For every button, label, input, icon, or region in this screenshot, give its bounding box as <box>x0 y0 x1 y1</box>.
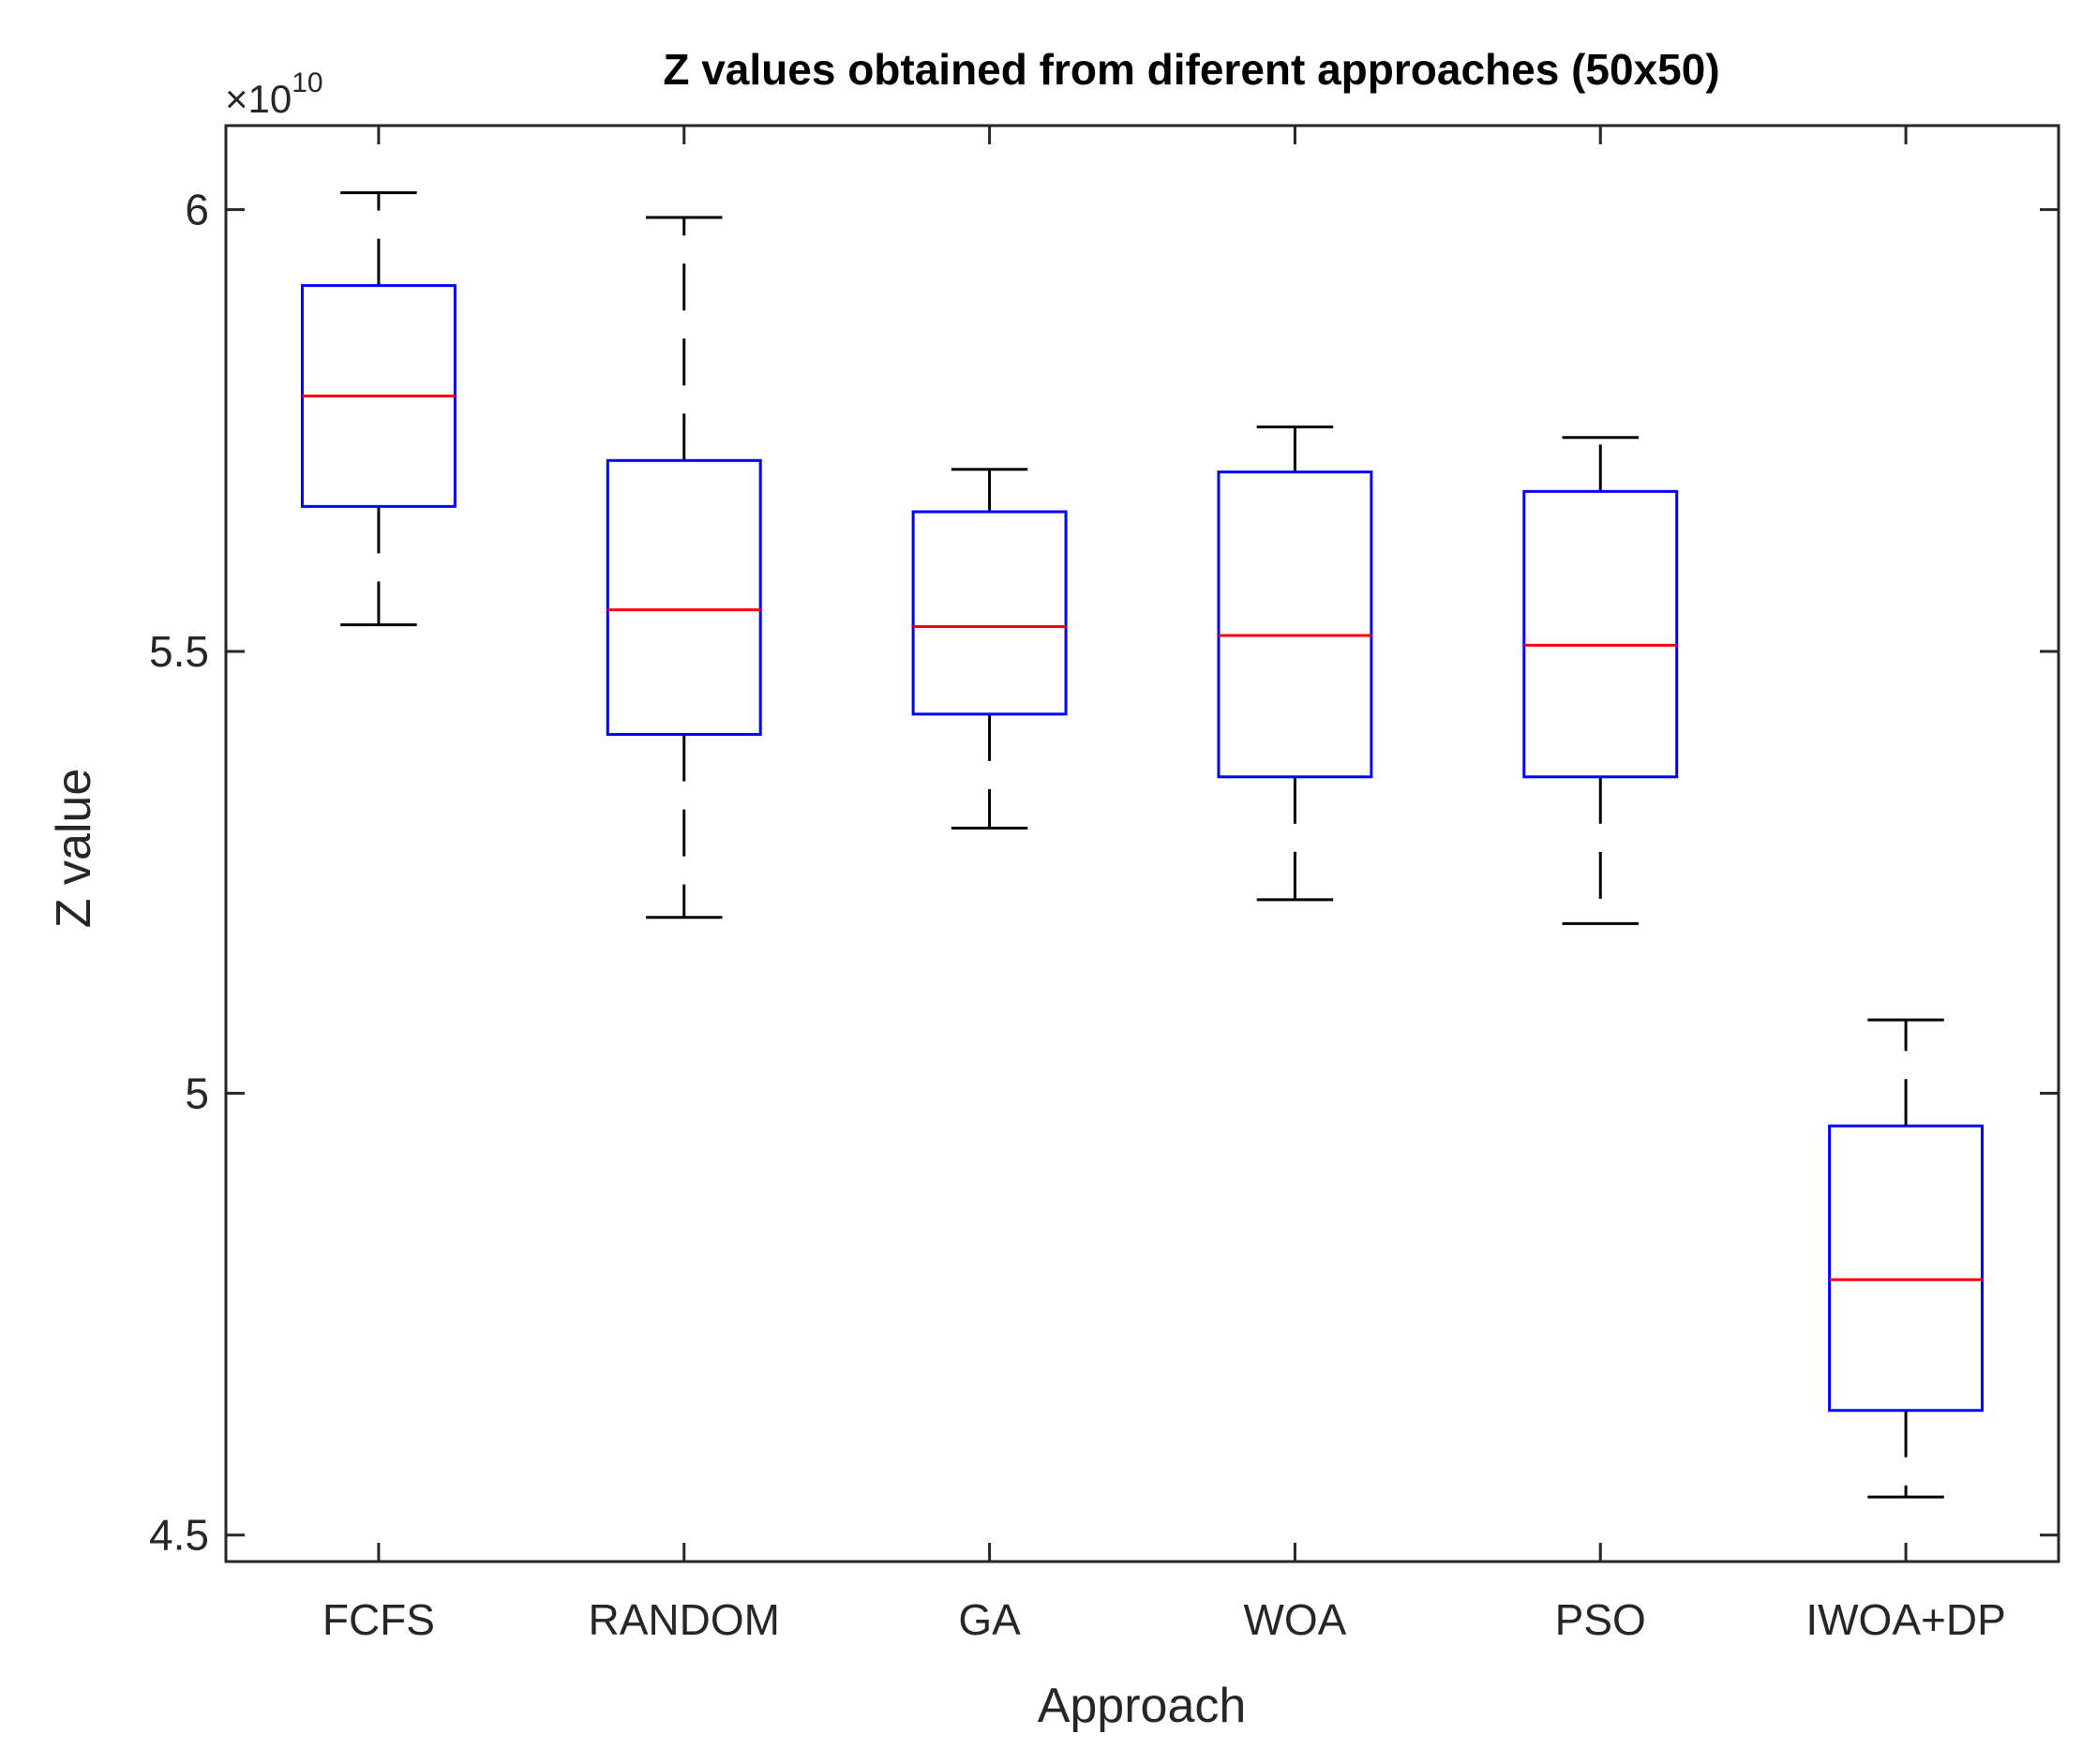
box-random <box>606 216 762 919</box>
y-axis: 4.5 5 5.5 6 <box>149 186 2059 1560</box>
x-axis-label: Approach <box>1038 1679 1247 1733</box>
box-woa <box>1217 425 1373 902</box>
x-tick-label: WOA <box>1243 1595 1346 1644</box>
x-axis: FCFS RANDOM GA WOA PSO IWOA+DP <box>322 126 2006 1644</box>
box-iwoa-dp <box>1828 1018 1985 1499</box>
axes-frame <box>224 124 2060 1563</box>
y-tick-label: 6 <box>185 186 209 234</box>
y-axis-label: Z value <box>47 769 101 929</box>
x-tick-label: GA <box>958 1595 1021 1644</box>
box-pso <box>1522 436 1679 925</box>
chart-title: Z values obtained from diferent approach… <box>663 45 1719 94</box>
iqr-box-pso <box>1522 489 1679 779</box>
iqr-box-random <box>606 458 762 737</box>
iqr-box-iwoa-dp <box>1828 1124 1985 1413</box>
y-exponent-label: ×1010 <box>225 67 323 121</box>
x-tick-label: PSO <box>1555 1595 1646 1644</box>
y-exponent-base: ×10 <box>225 77 292 121</box>
plot-area <box>300 191 1985 1499</box>
y-exponent-power: 10 <box>292 67 322 98</box>
x-tick-label: RANDOM <box>589 1595 780 1644</box>
y-tick-label: 4.5 <box>149 1511 209 1560</box>
y-tick-label: 5 <box>185 1069 209 1117</box>
iqr-box-woa <box>1217 471 1373 779</box>
x-tick-label: FCFS <box>322 1595 435 1644</box>
x-tick-label: IWOA+DP <box>1805 1595 2005 1644</box>
box-ga <box>911 468 1068 830</box>
iqr-box-ga <box>911 510 1068 716</box>
box-fcfs <box>300 191 457 627</box>
y-tick-label: 5.5 <box>149 627 209 676</box>
